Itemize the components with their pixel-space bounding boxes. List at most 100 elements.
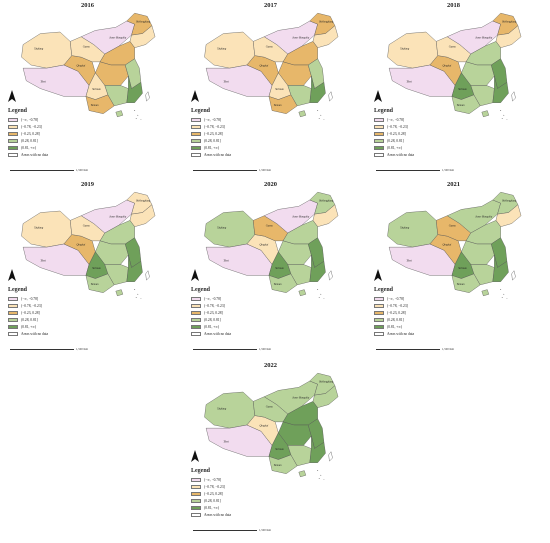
legend: Legend (−∞, −0.78] (−0.78, −0.23] (−0.23, 0… bbox=[191, 287, 231, 337]
label-gansu: Gansu bbox=[266, 406, 274, 409]
legend-label: (0.28, 0.81] bbox=[21, 317, 38, 322]
label-qinghai: Qinghai bbox=[443, 244, 452, 247]
label-qinghai: Qinghai bbox=[443, 65, 452, 68]
island-dot bbox=[501, 117, 503, 119]
label-heilongjiang: Heilongjiang bbox=[318, 381, 334, 384]
scale-bar bbox=[193, 170, 257, 171]
choropleth-map: Xinjiang Tibet Qinghai Gansu Inner Mongolia H… bbox=[387, 12, 522, 120]
label-innermongolia: Inner Mongolia bbox=[475, 36, 493, 39]
region-xinjiang bbox=[204, 31, 255, 69]
legend-swatch bbox=[191, 324, 201, 329]
legend-label: Areas with no data bbox=[204, 331, 232, 336]
legend-label: Areas with no data bbox=[387, 152, 415, 157]
legend-item: (0.28, 0.81] bbox=[8, 316, 48, 323]
legend-label: (−0.23, 0.28] bbox=[204, 310, 223, 315]
region-hainan bbox=[481, 289, 490, 297]
scale-label: 1,500 Km bbox=[259, 347, 271, 351]
label-heilongjiang: Heilongjiang bbox=[501, 200, 517, 203]
legend-label: (−0.23, 0.28] bbox=[387, 131, 406, 136]
legend-label: (0.28, 0.81] bbox=[204, 498, 221, 503]
legend: Legend (−∞, −0.78] (−0.78, −0.23] (−0.23, 0… bbox=[374, 287, 414, 337]
region-southeast bbox=[126, 75, 143, 103]
panel-year-title: 2018 bbox=[447, 2, 460, 9]
legend-item: (0.28, 0.81] bbox=[191, 137, 231, 144]
island-dot bbox=[318, 117, 320, 119]
legend-label: Areas with no data bbox=[21, 331, 49, 336]
label-xinjiang: Xinjiang bbox=[399, 47, 410, 50]
label-tibet: Tibet bbox=[406, 259, 412, 262]
legend-item: (0.28, 0.81] bbox=[191, 497, 231, 504]
legend-item: (0.81, +∞) bbox=[191, 323, 231, 330]
legend-item: (−0.78, −0.23] bbox=[191, 483, 231, 490]
region-xinjiang bbox=[204, 210, 255, 248]
choropleth-map: Xinjiang Tibet Qinghai Gansu Inner Mongolia H… bbox=[204, 12, 339, 120]
legend-swatch bbox=[191, 296, 201, 301]
legend-label: (−∞, −0.78] bbox=[204, 296, 222, 301]
region-taiwan bbox=[328, 91, 333, 102]
legend-label: (0.28, 0.81] bbox=[387, 138, 404, 143]
label-tibet: Tibet bbox=[223, 440, 229, 443]
panel-year-title: 2021 bbox=[447, 181, 460, 188]
island-dot bbox=[503, 293, 505, 295]
label-innermongolia: Inner Mongolia bbox=[475, 215, 493, 218]
legend-swatch bbox=[374, 317, 384, 322]
legend-swatch bbox=[8, 310, 18, 315]
north-arrow-icon bbox=[374, 90, 382, 102]
scale-label: 1,500 Km bbox=[259, 168, 271, 172]
label-qinghai: Qinghai bbox=[260, 244, 269, 247]
region-southeast bbox=[309, 75, 326, 103]
choropleth-map: Xinjiang Tibet Qinghai Gansu Inner Mongolia H… bbox=[204, 372, 339, 480]
legend-label: (0.81, +∞) bbox=[387, 324, 403, 329]
legend-title: Legend bbox=[374, 287, 394, 293]
scale-label: 1,500 Km bbox=[259, 528, 271, 532]
legend-label: (0.28, 0.81] bbox=[387, 317, 404, 322]
legend-swatch bbox=[374, 310, 384, 315]
island-dot bbox=[318, 477, 320, 479]
legend-item: (−0.78, −0.23] bbox=[8, 123, 48, 130]
region-taiwan bbox=[511, 91, 516, 102]
label-innermongolia: Inner Mongolia bbox=[292, 36, 310, 39]
legend-label: (−0.23, 0.28] bbox=[387, 310, 406, 315]
island-dot bbox=[134, 289, 136, 291]
map-panel-2016: 2016 Xinjiang Tibet Qinghai Gansu Inner Mongo… bbox=[0, 2, 175, 178]
legend-label: (−0.78, −0.23] bbox=[387, 124, 408, 129]
legend-swatch bbox=[191, 505, 201, 510]
label-sichuan: Sichuan bbox=[275, 88, 284, 91]
legend-item: (−0.78, −0.23] bbox=[191, 302, 231, 309]
island-dot bbox=[317, 110, 319, 112]
north-arrow-icon bbox=[8, 269, 16, 281]
region-southeast bbox=[309, 435, 326, 463]
legend-swatch bbox=[191, 303, 201, 308]
legend: Legend (−∞, −0.78] (−0.78, −0.23] (−0.23, 0… bbox=[191, 108, 231, 158]
label-innermongolia: Inner Mongolia bbox=[109, 36, 127, 39]
legend-item: (0.81, +∞) bbox=[374, 144, 414, 151]
legend-swatch bbox=[374, 303, 384, 308]
choropleth-map: Xinjiang Tibet Qinghai Gansu Inner Mongolia H… bbox=[387, 191, 522, 299]
region-taiwan bbox=[145, 270, 150, 281]
island-dot bbox=[137, 114, 139, 116]
legend-swatch bbox=[8, 296, 18, 301]
north-arrow-icon bbox=[191, 90, 199, 102]
legend-item: (−0.23, 0.28] bbox=[8, 130, 48, 137]
label-yunnan: Yunnan bbox=[274, 283, 283, 286]
legend-item: Areas with no data bbox=[191, 330, 231, 337]
legend-item: (−0.78, −0.23] bbox=[8, 302, 48, 309]
legend-swatch bbox=[8, 117, 18, 122]
legend-item: (0.81, +∞) bbox=[191, 144, 231, 151]
panel-year-title: 2016 bbox=[81, 2, 94, 9]
scale-label: 1,500 Km bbox=[76, 347, 88, 351]
label-heilongjiang: Heilongjiang bbox=[135, 200, 151, 203]
island-dot bbox=[503, 114, 505, 116]
legend-swatch bbox=[8, 124, 18, 129]
legend-item: (−∞, −0.78] bbox=[8, 116, 48, 123]
legend-swatch bbox=[374, 152, 384, 157]
legend-label: (−0.78, −0.23] bbox=[21, 124, 42, 129]
label-yunnan: Yunnan bbox=[457, 104, 466, 107]
island-dot bbox=[320, 114, 322, 116]
legend-swatch bbox=[374, 124, 384, 129]
region-taiwan bbox=[145, 91, 150, 102]
island-dot bbox=[135, 117, 137, 119]
panel-year-title: 2019 bbox=[81, 181, 94, 188]
scale-label: 1,500 Km bbox=[442, 347, 454, 351]
map-panel-2020: 2020 Xinjiang Tibet Qinghai Gansu Inner Mongo… bbox=[183, 181, 358, 357]
